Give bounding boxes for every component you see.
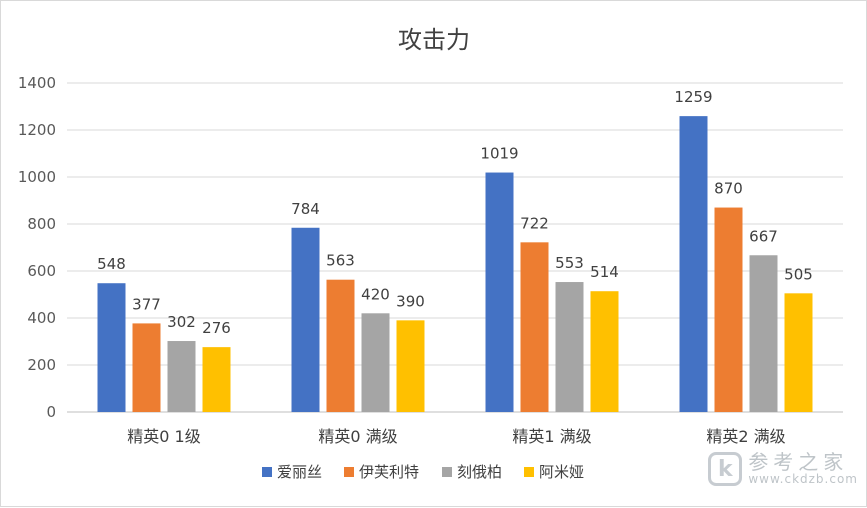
data-labels: 548 377 302 276 784 563 420 390 1019 722 553 514 125… <box>97 88 813 337</box>
legend: 爱丽丝 伊芙利特 刻俄柏 阿米娅 <box>262 463 584 481</box>
bar <box>679 116 708 412</box>
data-label: 505 <box>784 265 813 283</box>
watermark-logo-icon: k <box>708 452 743 486</box>
data-label: 390 <box>396 292 425 310</box>
data-label: 302 <box>167 313 196 331</box>
y-tick-label: 1400 <box>18 74 56 92</box>
y-tick-label: 1000 <box>18 168 56 186</box>
bar <box>167 341 196 412</box>
watermark-name: 参考之家 <box>748 450 849 475</box>
bar <box>590 291 619 412</box>
data-label: 276 <box>202 319 231 337</box>
watermark-text: 参考之家 www.ckdzb.com <box>748 452 858 486</box>
bar <box>361 313 390 412</box>
gridlines <box>67 82 843 413</box>
x-category-label: 精英0 满级 <box>318 427 397 446</box>
x-axis-categories: 精英0 1级 精英0 满级 精英1 满级 精英2 满级 <box>127 427 785 446</box>
data-label: 667 <box>749 227 778 245</box>
bar <box>202 347 231 412</box>
watermark-url: www.ckdzb.com <box>748 472 858 487</box>
bars <box>97 116 813 412</box>
bar <box>749 255 778 412</box>
data-label: 1259 <box>674 88 712 106</box>
legend-swatch <box>524 467 534 477</box>
legend-label: 阿米娅 <box>539 463 584 481</box>
legend-label: 刻俄柏 <box>457 463 502 481</box>
data-label: 548 <box>97 255 126 273</box>
data-label: 514 <box>590 263 619 281</box>
y-tick-label: 600 <box>27 262 56 280</box>
data-label: 553 <box>555 254 584 272</box>
legend-swatch <box>442 467 452 477</box>
bar <box>132 323 161 412</box>
bar <box>97 283 126 412</box>
data-label: 563 <box>326 252 355 270</box>
x-category-label: 精英1 满级 <box>512 427 591 446</box>
legend-label: 伊芙利特 <box>359 463 419 481</box>
legend-swatch <box>262 467 272 477</box>
y-axis-ticks: 0 200 400 600 800 1000 1200 1400 <box>18 74 56 421</box>
x-category-label: 精英2 满级 <box>706 427 785 446</box>
y-tick-label: 800 <box>27 215 56 233</box>
data-label: 377 <box>132 295 161 313</box>
bar <box>485 172 514 412</box>
data-label: 420 <box>361 285 390 303</box>
y-tick-label: 400 <box>27 309 56 327</box>
data-label: 1019 <box>480 145 518 163</box>
bar <box>520 242 549 412</box>
y-tick-label: 200 <box>27 356 56 374</box>
y-tick-label: 1200 <box>18 121 56 139</box>
bar <box>555 282 584 412</box>
watermark: k 参考之家 www.ckdzb.com <box>708 452 858 486</box>
legend-label: 爱丽丝 <box>277 463 322 481</box>
data-label: 722 <box>520 214 549 232</box>
bar <box>396 320 425 412</box>
legend-swatch <box>344 467 354 477</box>
chart-title: 攻击力 <box>398 26 470 54</box>
x-category-label: 精英0 1级 <box>127 427 200 446</box>
bar <box>714 207 743 412</box>
y-tick-label: 0 <box>46 403 56 421</box>
bar <box>326 279 355 412</box>
bar <box>291 227 320 412</box>
data-label: 870 <box>714 180 743 198</box>
bar <box>784 293 813 412</box>
data-label: 784 <box>291 200 320 218</box>
